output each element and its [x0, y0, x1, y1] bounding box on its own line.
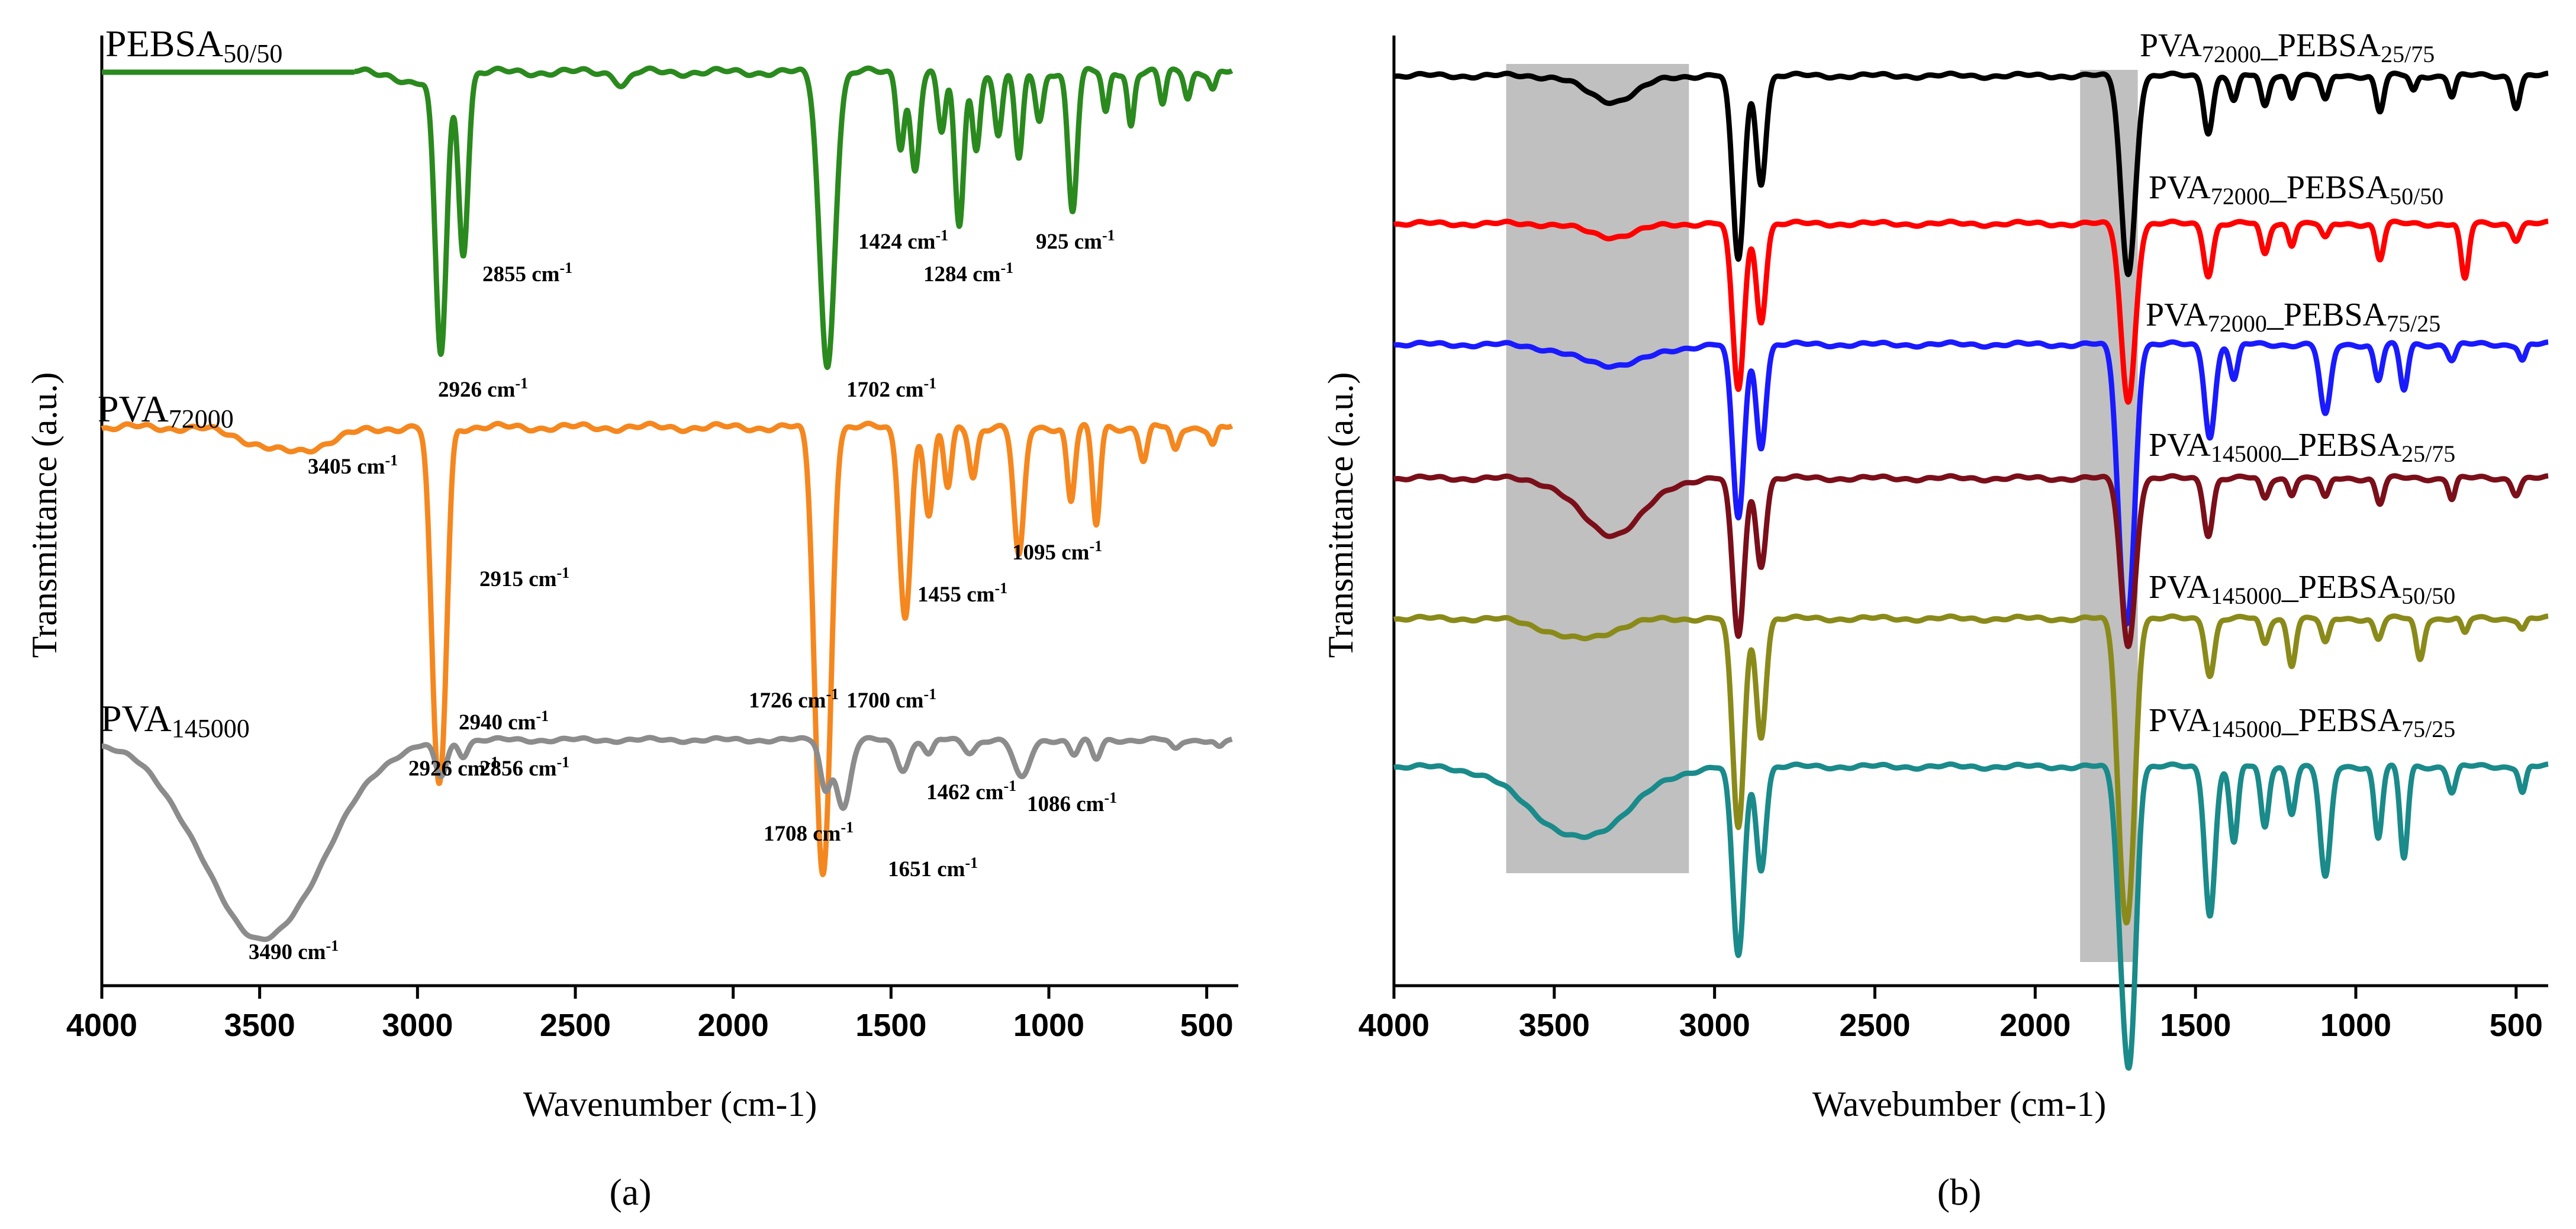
peak-label-pva72000-2940-cm-1: 2940 cm-1 — [459, 707, 549, 735]
peak-label-pebsa50-50-1424-cm-1: 1424 cm-1 — [858, 227, 948, 254]
series-line-pva145000-pebsa50-50 — [1392, 613, 2551, 926]
x-tick-label: 3500 — [1519, 1008, 1590, 1043]
x-tick-label: 1500 — [855, 1008, 926, 1043]
x-tick-label: 3500 — [224, 1008, 295, 1043]
peak-label-pva72000-1455-cm-1: 1455 cm-1 — [917, 580, 1007, 607]
series-label-pva145000-pebsa25-75: PVA145000_PEBSA25/75 — [2149, 427, 2455, 467]
panel-b-label: (b) — [1937, 1171, 1982, 1213]
series-label-pebsa50-50: PEBSA50/50 — [105, 22, 282, 68]
peak-label-pva145000-1086-cm-1: 1086 cm-1 — [1027, 789, 1117, 816]
panel-a-x-axis-title: Wavenumber (cm-1) — [523, 1085, 817, 1124]
peak-label-pebsa50-50-925-cm-1: 925 cm-1 — [1036, 227, 1115, 254]
panel-a-xlabel-text: Wavenumber (cm-1) — [523, 1085, 817, 1124]
highlight-region-1 — [1506, 64, 1689, 873]
panel-b-series-group — [1392, 70, 2551, 1071]
series-label-pva145000-pebsa75-25: PVA145000_PEBSA75/25 — [2149, 702, 2455, 742]
x-tick-label: 2000 — [698, 1008, 769, 1043]
x-tick-label: 3000 — [1679, 1008, 1750, 1043]
peak-label-pva145000-1462-cm-1: 1462 cm-1 — [926, 777, 1016, 805]
series-label-pva145000-pebsa50-50: PVA145000_PEBSA50/50 — [2149, 569, 2455, 609]
series-line-pva145000-pebsa75-25 — [1392, 761, 2551, 1071]
panel-a-label: (a) — [609, 1171, 651, 1213]
peak-label-pva72000-2915-cm-1: 2915 cm-1 — [479, 564, 569, 591]
panel-b-highlight-regions — [1506, 64, 2138, 962]
x-tick-label: 500 — [1180, 1008, 1234, 1043]
panel-b-x-axis-title: Wavebumber (cm-1) — [1812, 1085, 2107, 1124]
peak-label-pebsa50-50-2926-cm-1: 2926 cm-1 — [438, 375, 528, 402]
panel-a: 4000 3500 3000 2500 2000 1500 1000 500 PEBSA50/… — [25, 22, 1238, 1213]
series-line-pva72000-pebsa50-50 — [1392, 218, 2551, 405]
series-line-pva72000 — [99, 420, 1234, 877]
panel-b: 4000 3500 3000 2500 2000 1500 1000 500 PVA72000… — [1321, 27, 2551, 1213]
series-label-pva72000-pebsa25-75: PVA72000_PEBSA25/75 — [2140, 27, 2435, 67]
peak-label-pebsa50-50-1284-cm-1: 1284 cm-1 — [923, 259, 1013, 287]
x-tick-label: 4000 — [66, 1008, 137, 1043]
x-tick-label: 1000 — [2320, 1008, 2391, 1043]
peak-label-pva145000-1708-cm-1: 1708 cm-1 — [764, 819, 854, 846]
panel-a-series-labels: PEBSA50/50 PVA72000 PVA145000 — [98, 22, 282, 743]
series-label-pva72000: PVA72000 — [98, 388, 234, 433]
x-tick-label: 4000 — [1358, 1008, 1429, 1043]
panel-b-y-axis-title: Transmittance (a.u.) — [1321, 372, 1360, 658]
series-line-pva72000-pebsa25-75 — [1392, 70, 2551, 278]
x-tick-label: 1000 — [1013, 1008, 1084, 1043]
series-line-pebsa50-50 — [352, 65, 1234, 371]
series-label-pva72000-pebsa75-25: PVA72000_PEBSA75/25 — [2146, 297, 2440, 337]
highlight-region-2 — [2080, 70, 2138, 962]
series-label-pva72000-pebsa50-50: PVA72000_PEBSA50/50 — [2149, 169, 2443, 210]
x-tick-label: 500 — [2490, 1008, 2543, 1043]
peak-label-pva72000-1726-cm-1: 1726 cm-1 — [749, 686, 839, 713]
panel-a-y-axis-title: Transmittance (a.u.) — [25, 372, 64, 658]
x-tick-label: 3000 — [382, 1008, 453, 1043]
peak-label-pva145000-2926-cm-1: 2926 cm-1 — [408, 754, 498, 781]
panel-a-series-group — [99, 65, 1234, 942]
peak-label-pebsa50-50-2855-cm-1: 2855 cm-1 — [482, 259, 572, 287]
peak-label-pva145000-3490-cm-1: 3490 cm-1 — [249, 937, 339, 964]
series-line-pva145000-pebsa25-75 — [1392, 473, 2551, 649]
series-label-pva145000: PVA145000 — [101, 697, 250, 743]
series-line-pva72000-pebsa75-25 — [1392, 339, 2551, 627]
panel-b-xlabel-text: Wavebumber (cm-1) — [1812, 1085, 2107, 1124]
panel-a-x-ticks: 4000 3500 3000 2500 2000 1500 1000 500 — [66, 986, 1234, 1043]
peak-label-pva145000-1651-cm-1: 1651 cm-1 — [888, 854, 978, 881]
panel-a-peak-annotations: 2926 cm-1 2855 cm-1 1702 cm-1 1424 cm-1 1284… — [249, 227, 1117, 964]
panel-b-series-labels: PVA72000_PEBSA25/75 PVA72000_PEBSA50/50 PV… — [2140, 27, 2455, 742]
panel-b-x-ticks: 4000 3500 3000 2500 2000 1500 1000 500 — [1358, 986, 2543, 1043]
x-tick-label: 2500 — [540, 1008, 611, 1043]
peak-label-pva145000-2856-cm-1: 2856 cm-1 — [479, 754, 569, 781]
peak-label-pva72000-3405-cm-1: 3405 cm-1 — [308, 452, 398, 479]
x-tick-label: 2000 — [1999, 1008, 2071, 1043]
peak-label-pebsa50-50-1702-cm-1: 1702 cm-1 — [846, 375, 936, 402]
peak-label-pva72000-1095-cm-1: 1095 cm-1 — [1012, 538, 1102, 565]
x-tick-label: 1500 — [2160, 1008, 2231, 1043]
x-tick-label: 2500 — [1839, 1008, 1910, 1043]
series-line-pva145000 — [99, 735, 1234, 942]
peak-label-pva72000-1700-cm-1: 1700 cm-1 — [846, 686, 936, 713]
